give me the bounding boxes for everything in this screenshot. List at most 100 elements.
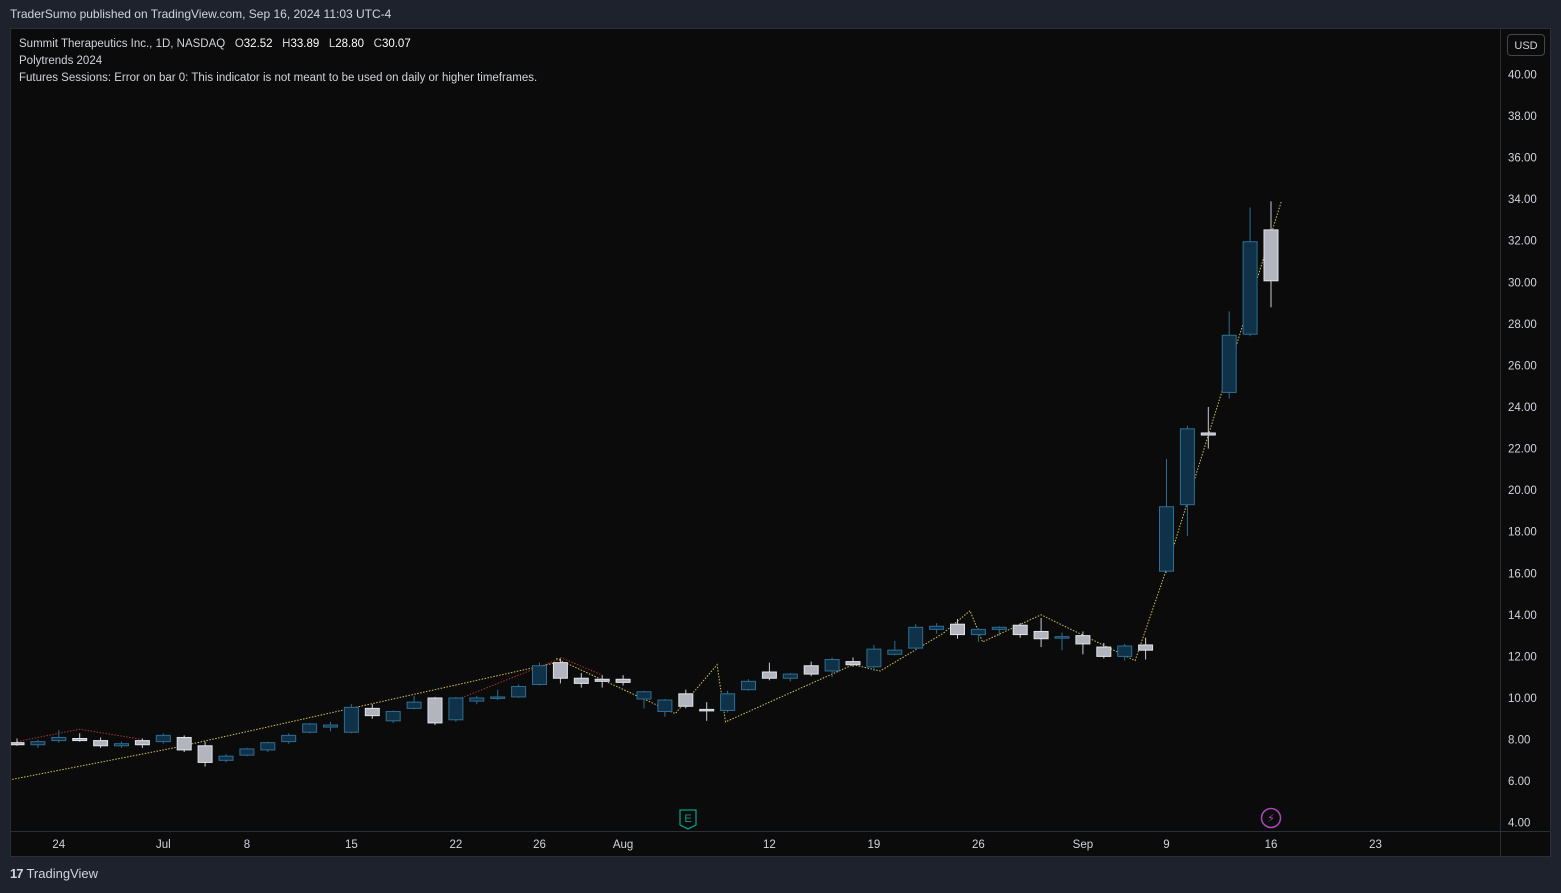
y-tick-label: 22.00 [1508,444,1537,456]
candle [218,754,234,763]
candle [1159,458,1174,574]
candle-body [239,748,255,756]
candle-body [511,686,527,698]
y-tick-label: 4.00 [1508,818,1530,830]
candle [887,640,903,656]
candle [845,657,861,667]
indicator-polytrends[interactable]: Polytrends 2024 [19,55,103,67]
candle [448,696,464,722]
candle [1075,631,1091,655]
y-tick-label: 20.00 [1508,485,1537,497]
candle-body [552,662,568,679]
candle [929,623,945,634]
candle-body [720,693,736,711]
candle-body [970,628,986,636]
candle-body [741,680,756,691]
open-value: 32.52 [243,38,273,50]
tradingview-brand: TradingView [26,866,99,881]
candle-body [51,736,67,742]
candle [11,738,25,746]
candle [1138,637,1154,660]
candle [385,710,401,723]
candle [1054,632,1070,651]
candle-body [114,743,129,747]
candle-body [657,699,673,712]
trend-line-red [16,728,143,743]
candle [176,735,192,753]
tradingview-logo-icon: 17 [10,866,24,881]
price-chart[interactable]: 4.00 6.00 8.00 10.00 12.00 14.00 16.00 18.00 20.… [11,29,1550,856]
candle-body [218,755,234,761]
earnings-marker-icon [679,809,697,830]
candle-body [824,659,840,672]
candle-body [406,701,422,709]
y-tick-label: 8.00 [1508,735,1530,747]
y-tick-label: 30.00 [1508,277,1537,289]
symbol-ohlc-row[interactable]: Summit Therapeutics Inc., 1D, NASDAQ O32… [19,36,537,53]
candle [970,628,986,642]
candle [866,644,882,671]
bottom-bar [0,857,1561,893]
candle-body [427,697,443,724]
candle [406,695,422,710]
indicator-futures-sessions[interactable]: Futures Sessions: Error on bar 0: This i… [19,72,538,84]
candle [1117,643,1133,661]
candle [552,658,568,684]
x-tick-label: 23 [1369,839,1382,851]
candle-body [1054,636,1070,639]
candle [824,657,840,678]
currency-button[interactable]: USD [1507,34,1545,56]
candle [364,704,380,719]
candle-body [11,742,25,746]
symbol-title[interactable]: Summit Therapeutics Inc., 1D, NASDAQ [19,38,226,50]
y-tick-label: 16.00 [1508,568,1537,580]
open-label: O [234,38,244,50]
candle-body [1138,644,1154,651]
candle-body [615,678,631,683]
x-tick-label: 24 [52,839,65,851]
tradingview-logo[interactable]: 17 TradingView [10,866,98,881]
candle-body [385,710,401,722]
candle [678,689,694,709]
y-tick-label: 36.00 [1508,153,1537,165]
chart-frame[interactable]: Summit Therapeutics Inc., 1D, NASDAQ O32… [10,28,1551,857]
candle-body [1075,635,1091,645]
candle-body [761,671,777,679]
candle-body [845,661,861,666]
candle [155,733,171,744]
y-tick-label: 28.00 [1508,319,1537,331]
close-label: C [373,38,382,50]
x-tick-label: 22 [450,839,463,851]
close-value: 30.07 [381,38,411,50]
candle-body [1096,646,1112,657]
candle [803,661,819,677]
candle [908,624,924,651]
candle-body [1221,334,1237,393]
candle [30,739,46,748]
candle-body [636,691,652,700]
candle-body [364,707,380,717]
chart-legend: Summit Therapeutics Inc., 1D, NASDAQ O32… [19,36,537,87]
candle-body [950,623,965,636]
candle [636,690,652,709]
dividend-marker-label: ⚡ [1267,813,1275,825]
x-tick-label: Sep [1073,839,1093,851]
candle-body [532,665,547,685]
candle-body [1117,645,1133,657]
trend-line-yellow [555,201,1282,723]
candle-body [1179,428,1195,506]
candle-body [908,626,924,649]
candle [532,662,547,686]
candle-body [1033,630,1049,640]
candle-body [30,741,46,746]
candle [490,689,506,701]
candle [343,704,359,734]
x-tick-label: Jul [156,839,171,851]
candle [323,721,338,732]
candle [72,733,88,742]
candle-body [991,626,1007,630]
y-tick-label: 34.00 [1508,194,1537,206]
candles [11,201,1279,767]
candle [114,741,129,748]
low-label: L [328,38,336,50]
